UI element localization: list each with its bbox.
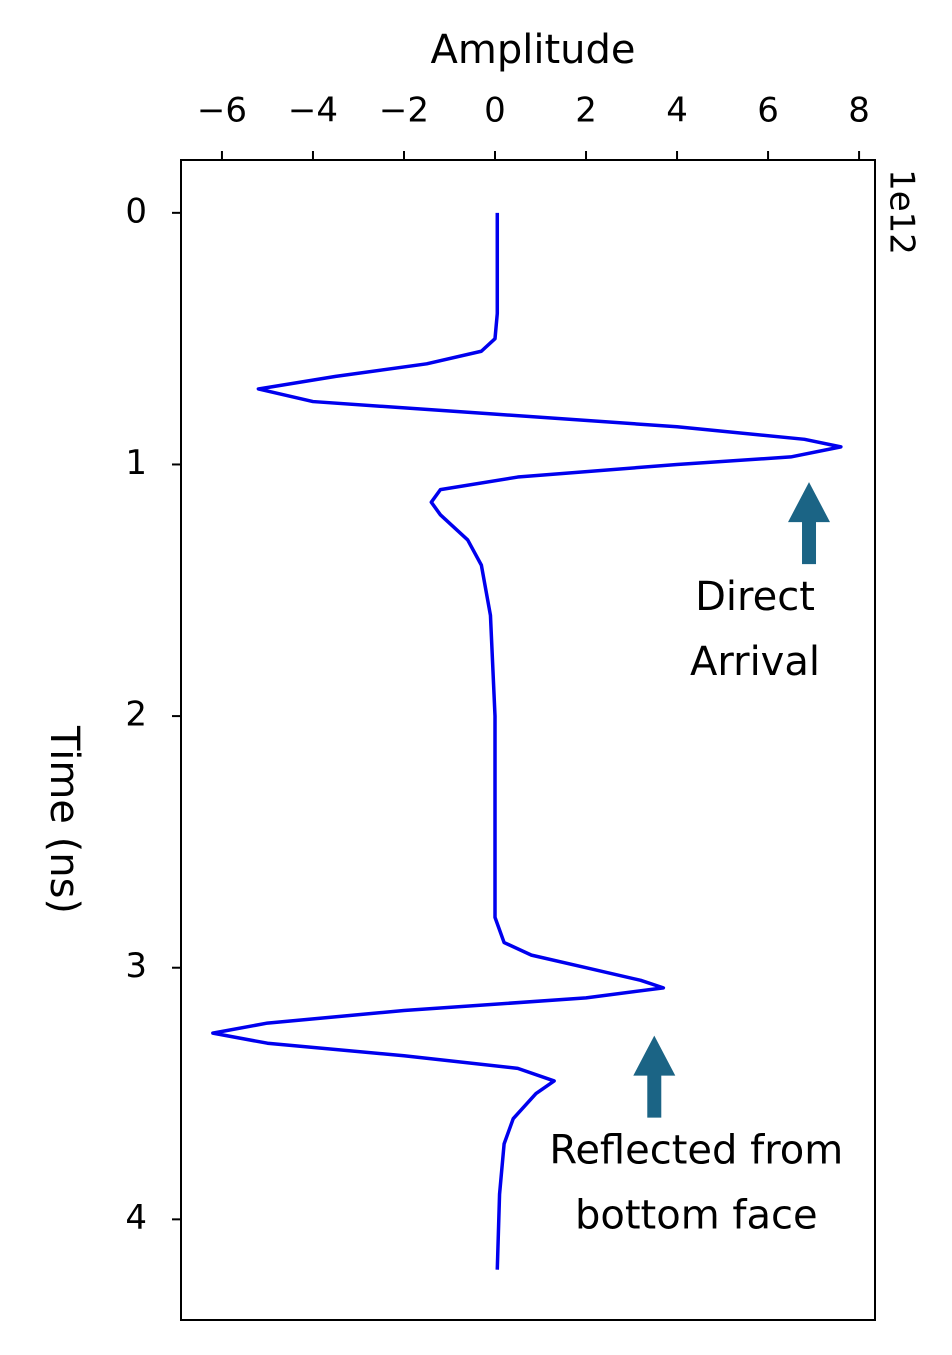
y-tick-label: 3 xyxy=(125,946,147,986)
x-tick-label: 0 xyxy=(484,91,506,131)
trace-line xyxy=(211,212,843,1270)
annotation-arrow xyxy=(788,482,831,565)
x-tick-label: −4 xyxy=(288,91,338,131)
plot-frame xyxy=(180,159,876,1321)
annotation-text: Arrival xyxy=(690,639,820,685)
annotation-text: Reflected from xyxy=(549,1128,843,1174)
x-tick-label: −2 xyxy=(379,91,429,131)
x-axis-label: Amplitude xyxy=(431,27,636,73)
x-tick-label: −6 xyxy=(197,91,247,131)
x-tick-label: 6 xyxy=(757,91,779,131)
y-tick-label: 4 xyxy=(125,1198,147,1238)
annotation-text: bottom face xyxy=(575,1193,818,1239)
y-tick-label: 1 xyxy=(125,443,147,483)
y-axis-label: Time (ns) xyxy=(41,725,87,914)
annotation-arrow xyxy=(633,1035,676,1118)
x-tick-label: 2 xyxy=(575,91,597,131)
annotation-text: Direct xyxy=(695,574,815,620)
y-tick-label: 0 xyxy=(125,191,147,231)
y-tick-label: 2 xyxy=(125,695,147,735)
offset-label: 1e12 xyxy=(882,169,922,255)
x-tick-label: 8 xyxy=(848,91,870,131)
x-tick-label: 4 xyxy=(666,91,688,131)
